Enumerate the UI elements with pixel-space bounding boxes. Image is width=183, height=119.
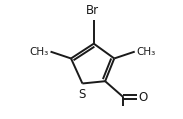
Text: CH₃: CH₃ <box>137 47 156 57</box>
Text: S: S <box>79 88 86 101</box>
Text: CH₃: CH₃ <box>30 47 49 57</box>
Text: O: O <box>139 91 148 104</box>
Text: Br: Br <box>86 4 99 17</box>
